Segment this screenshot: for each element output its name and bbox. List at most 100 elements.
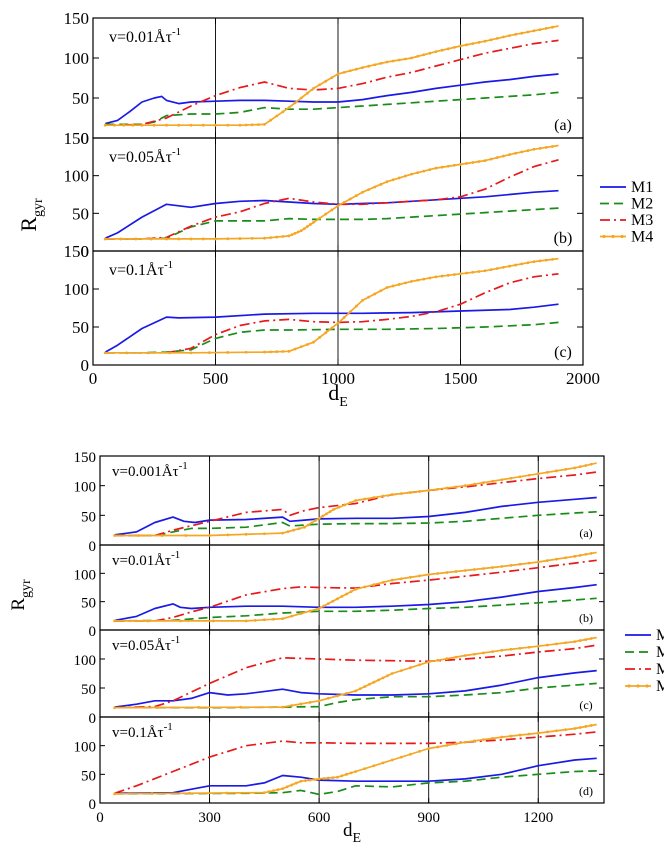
series-point-m4 bbox=[483, 269, 487, 273]
series-point-m4 bbox=[226, 123, 230, 127]
series-line-m3 bbox=[105, 158, 559, 240]
series-point-m4 bbox=[226, 237, 230, 241]
series-point-m4 bbox=[286, 530, 290, 534]
series-point-m4 bbox=[495, 156, 499, 159]
series-point-m4 bbox=[545, 730, 549, 734]
series-line-m1 bbox=[114, 757, 597, 795]
series-point-m4 bbox=[399, 755, 403, 759]
series-point-m4 bbox=[367, 295, 371, 299]
series-point-m4 bbox=[363, 685, 367, 688]
series-line-m1 bbox=[114, 583, 597, 622]
series-point-m4 bbox=[325, 512, 328, 516]
series-point-m4 bbox=[103, 237, 107, 241]
series-point-m4 bbox=[545, 559, 549, 562]
series-point-m4 bbox=[177, 237, 181, 241]
series-point-m4 bbox=[509, 476, 513, 480]
velocity-label: v=0.05Åτ-1 bbox=[112, 634, 180, 654]
series-point-m4 bbox=[373, 185, 377, 189]
series-point-m4 bbox=[361, 299, 364, 302]
series-point-m4 bbox=[545, 643, 549, 647]
series-point-m4 bbox=[550, 257, 554, 261]
series-point-m4 bbox=[287, 106, 291, 109]
y-tick-label: 0 bbox=[81, 129, 90, 148]
series-point-m4 bbox=[303, 525, 306, 529]
series-point-m4 bbox=[428, 276, 432, 280]
series-point-m4 bbox=[312, 340, 315, 344]
series-point-m4 bbox=[263, 236, 266, 240]
series-point-m4 bbox=[168, 351, 171, 355]
series-point-m4 bbox=[152, 123, 156, 127]
series-point-m4 bbox=[427, 747, 431, 750]
series-point-m4 bbox=[399, 577, 403, 581]
series-point-m4 bbox=[495, 37, 499, 40]
series-point-m4 bbox=[103, 351, 107, 355]
series-point-m4 bbox=[361, 66, 364, 69]
series-point-m4 bbox=[239, 705, 243, 709]
series-point-m4 bbox=[452, 46, 456, 49]
velocity-label: v=0.1Åτ-1 bbox=[112, 721, 173, 741]
series-point-m4 bbox=[103, 123, 107, 127]
series-point-m4 bbox=[520, 262, 524, 266]
series-point-m4 bbox=[354, 587, 358, 591]
series-point-m4 bbox=[324, 212, 328, 216]
panel-label: (b) bbox=[554, 230, 573, 247]
series-point-m4 bbox=[269, 118, 273, 122]
series-point-m4 bbox=[317, 699, 321, 703]
y-tick-label: 0 bbox=[89, 797, 97, 813]
series-point-m4 bbox=[165, 237, 168, 241]
series-point-m4 bbox=[584, 464, 588, 467]
series-point-m4 bbox=[381, 676, 385, 680]
series-point-m4 bbox=[131, 123, 135, 127]
series-point-m4 bbox=[299, 345, 303, 349]
series-point-m4 bbox=[526, 149, 530, 153]
y-tick-label: 150 bbox=[64, 9, 90, 28]
series-point-m4 bbox=[326, 776, 330, 780]
series-point-m4 bbox=[263, 350, 266, 354]
legend-label-m3: M3 bbox=[656, 661, 664, 678]
series-point-m4 bbox=[465, 43, 469, 47]
series-point-m4 bbox=[312, 87, 315, 90]
series-point-m4 bbox=[314, 519, 317, 522]
series-point-m4 bbox=[332, 508, 336, 511]
series-point-m4 bbox=[532, 147, 536, 151]
velocity-label: v=0.001Åτ-1 bbox=[112, 460, 188, 480]
series-point-m4 bbox=[391, 59, 395, 63]
series-point-m4 bbox=[482, 651, 485, 655]
series-point-m4 bbox=[410, 280, 413, 283]
series-point-m4 bbox=[491, 736, 495, 740]
series-point-m4 bbox=[296, 230, 300, 234]
panel-bottom-1: 0 50 100 v=0.01Åτ-1 (b) bbox=[74, 544, 605, 640]
series-point-m4 bbox=[226, 533, 230, 537]
series-point-m4 bbox=[331, 776, 335, 780]
series-point-m4 bbox=[440, 274, 444, 278]
series-point-m4 bbox=[482, 567, 485, 570]
series-point-m4 bbox=[328, 510, 332, 514]
panel-frame bbox=[99, 716, 605, 804]
series-point-m4 bbox=[348, 197, 352, 201]
series-line-m2 bbox=[114, 770, 597, 796]
series-point-m4 bbox=[381, 581, 385, 584]
series-point-m4 bbox=[428, 168, 432, 172]
y-tick-label: 100 bbox=[74, 480, 97, 496]
series-point-m4 bbox=[397, 283, 401, 286]
series-point-m4 bbox=[459, 272, 462, 276]
series-line-m2 bbox=[114, 510, 597, 537]
legend-label-m4: M4 bbox=[631, 229, 653, 246]
series-point-m4 bbox=[354, 67, 358, 71]
series-point-m4 bbox=[290, 704, 294, 707]
series-point-m4 bbox=[465, 162, 469, 165]
series-point-m4 bbox=[390, 758, 394, 762]
series-point-m4 bbox=[564, 467, 568, 471]
series-point-m4 bbox=[150, 792, 154, 795]
series-point-m4 bbox=[299, 702, 303, 706]
series-point-m4 bbox=[340, 595, 344, 598]
series-point-m4 bbox=[345, 592, 348, 596]
series-point-m4 bbox=[489, 38, 493, 42]
y-tick-label: 150 bbox=[64, 242, 90, 261]
chart-top: 0 50 100 150 v=0.01Åτ-1 (a) 0 50 100 150 v=0.05Åτ-… bbox=[16, 9, 653, 410]
panel-label: (d) bbox=[579, 784, 593, 798]
series-point-m4 bbox=[372, 680, 376, 684]
series-point-m4 bbox=[281, 705, 285, 709]
series-point-m4 bbox=[312, 220, 315, 224]
